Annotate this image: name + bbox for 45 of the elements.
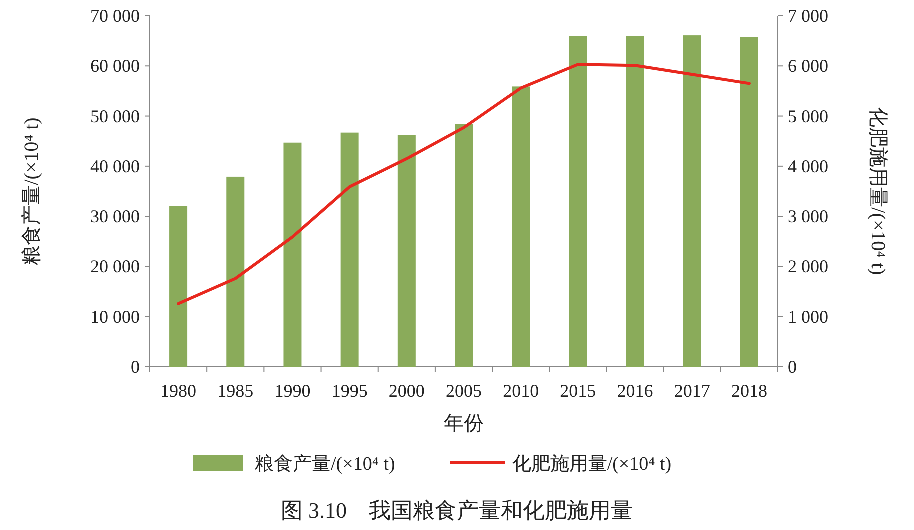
x-tick-label: 2018 xyxy=(731,381,768,401)
y2-tick-label: 2 000 xyxy=(788,256,828,277)
bar xyxy=(170,206,188,367)
y2-tick-label: 0 xyxy=(788,357,797,377)
x-tick-label: 2015 xyxy=(560,381,596,401)
y-tick-label: 30 000 xyxy=(90,206,140,227)
x-tick-label: 1980 xyxy=(160,381,197,401)
y2-tick-label: 6 000 xyxy=(788,56,828,76)
legend-label: 粮食产量/(×10⁴ t) xyxy=(255,454,396,475)
bar xyxy=(626,36,644,367)
y-axis-title: 粮食产量/(×10⁴ t) xyxy=(21,118,43,266)
y2-tick-label: 4 000 xyxy=(788,156,828,176)
line-series xyxy=(177,63,751,306)
y-tick-label: 10 000 xyxy=(90,306,140,327)
y2-tick-label: 5 000 xyxy=(788,106,828,126)
bar xyxy=(284,142,302,367)
bar xyxy=(683,36,702,367)
y2-tick-label: 7 000 xyxy=(788,6,828,26)
bar xyxy=(340,132,359,367)
bar xyxy=(455,124,473,367)
y-tick-label: 70 000 xyxy=(90,6,140,26)
y2-axis-title: 化肥施用量/(×10⁴ t) xyxy=(867,108,889,276)
bar xyxy=(569,36,588,367)
bar xyxy=(512,86,530,367)
caption: 图 3.10 我国粮食产量和化肥施用量 xyxy=(281,498,633,523)
bar xyxy=(226,176,245,367)
bar xyxy=(398,135,416,367)
y-tick-label: 40 000 xyxy=(90,156,140,176)
x-tick-label: 1990 xyxy=(274,381,311,401)
x-tick-label: 2016 xyxy=(617,381,654,401)
x-axis-title: 年份 xyxy=(444,413,484,435)
y-tick-label: 60 000 xyxy=(90,56,140,76)
y2-tick-label: 3 000 xyxy=(788,206,828,227)
bar xyxy=(740,37,758,367)
y-tick-label: 20 000 xyxy=(90,256,140,277)
x-tick-label: 2000 xyxy=(388,381,425,401)
y-tick-label: 0 xyxy=(131,357,140,377)
x-tick-label: 2017 xyxy=(674,381,710,401)
y2-tick-label: 1 000 xyxy=(788,306,828,327)
y-tick-label: 50 000 xyxy=(90,106,140,126)
legend-label: 化肥施用量/(×10⁴ t) xyxy=(512,454,672,475)
x-tick-label: 2010 xyxy=(503,381,540,401)
x-tick-label: 2005 xyxy=(446,381,482,401)
x-tick-label: 1985 xyxy=(218,381,254,401)
x-tick-label: 1995 xyxy=(332,381,368,401)
